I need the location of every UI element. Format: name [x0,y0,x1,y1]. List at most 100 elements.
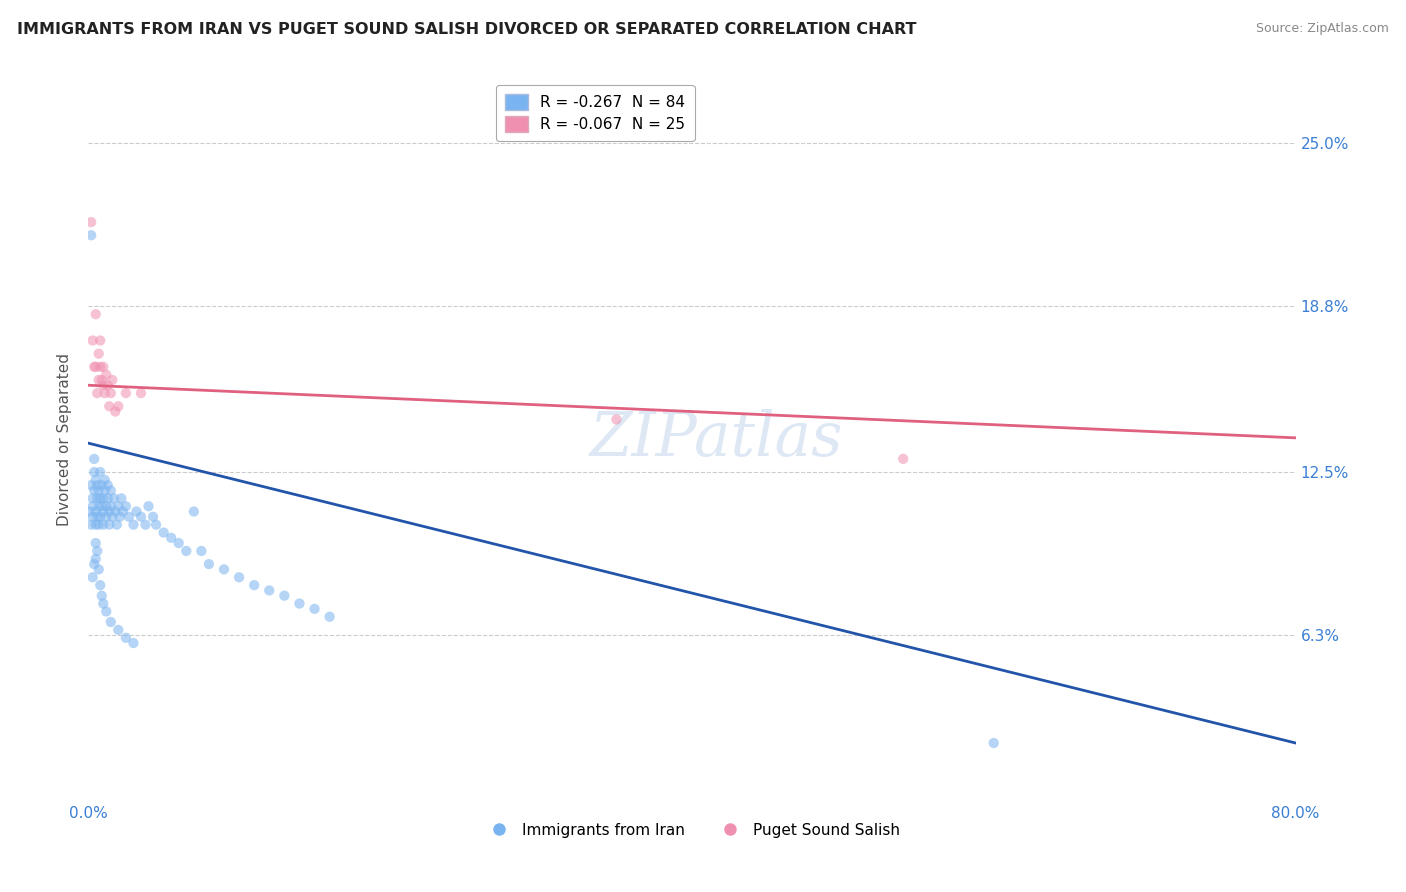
Point [190,544,212,558]
Point [101,509,124,524]
Point [84,517,107,532]
Point [983,736,1005,750]
Point [212,562,235,576]
Point [82,509,104,524]
Point [91,359,114,374]
Point [605,412,627,426]
Point [134,517,156,532]
Point [80,478,103,492]
Point [84,536,107,550]
Point [90,500,112,514]
Point [891,451,914,466]
Point [90,589,112,603]
Point [98,504,121,518]
Text: IMMIGRANTS FROM IRAN VS PUGET SOUND SALISH DIVORCED OR SEPARATED CORRELATION CHA: IMMIGRANTS FROM IRAN VS PUGET SOUND SALI… [17,22,917,37]
Point [94,483,117,498]
Point [87,562,110,576]
Point [100,483,122,498]
Point [90,478,112,492]
Point [100,386,122,401]
Point [87,346,110,360]
Point [142,509,165,524]
Point [122,517,145,532]
Point [79,504,101,518]
Point [86,478,108,492]
Y-axis label: Divorced or Separated: Divorced or Separated [58,352,72,525]
Point [273,589,295,603]
Point [115,386,138,401]
Point [94,473,117,487]
Point [84,359,107,374]
Point [87,483,110,498]
Text: Source: ZipAtlas.com: Source: ZipAtlas.com [1256,22,1389,36]
Point [89,334,111,348]
Point [97,478,120,492]
Point [98,399,121,413]
Point [86,386,108,401]
Point [91,597,114,611]
Point [86,491,108,506]
Point [83,451,105,466]
Point [91,491,114,506]
Point [107,623,129,637]
Point [304,602,326,616]
Point [83,557,105,571]
Point [228,570,250,584]
Point [83,483,105,498]
Point [110,491,132,506]
Point [80,517,103,532]
Point [97,491,120,506]
Point [243,578,266,592]
Point [86,509,108,524]
Point [129,386,152,401]
Point [96,368,118,382]
Point [82,500,104,514]
Point [89,465,111,479]
Point [83,465,105,479]
Point [84,307,107,321]
Point [122,636,145,650]
Point [288,597,311,611]
Point [87,517,110,532]
Point [94,386,117,401]
Point [87,500,110,514]
Point [98,517,121,532]
Point [160,531,183,545]
Point [84,552,107,566]
Point [100,615,122,629]
Point [82,491,104,506]
Point [101,373,124,387]
Point [118,509,141,524]
Point [198,557,221,571]
Point [145,517,167,532]
Point [96,500,118,514]
Point [111,504,134,518]
Point [115,631,138,645]
Point [89,359,111,374]
Point [108,509,131,524]
Point [82,334,104,348]
Point [259,583,281,598]
Text: ZIPatlas: ZIPatlas [589,409,842,469]
Point [86,544,108,558]
Point [174,544,197,558]
Point [107,399,129,413]
Point [87,373,110,387]
Point [91,517,114,532]
Point [84,504,107,518]
Point [89,578,111,592]
Point [91,378,114,392]
Point [80,215,103,229]
Point [125,504,148,518]
Point [90,373,112,387]
Point [105,517,128,532]
Legend: Immigrants from Iran, Puget Sound Salish: Immigrants from Iran, Puget Sound Salish [478,817,907,844]
Point [183,504,205,518]
Point [103,491,125,506]
Point [83,359,105,374]
Point [167,536,190,550]
Point [97,378,120,392]
Point [80,228,103,243]
Point [129,509,152,524]
Point [318,609,340,624]
